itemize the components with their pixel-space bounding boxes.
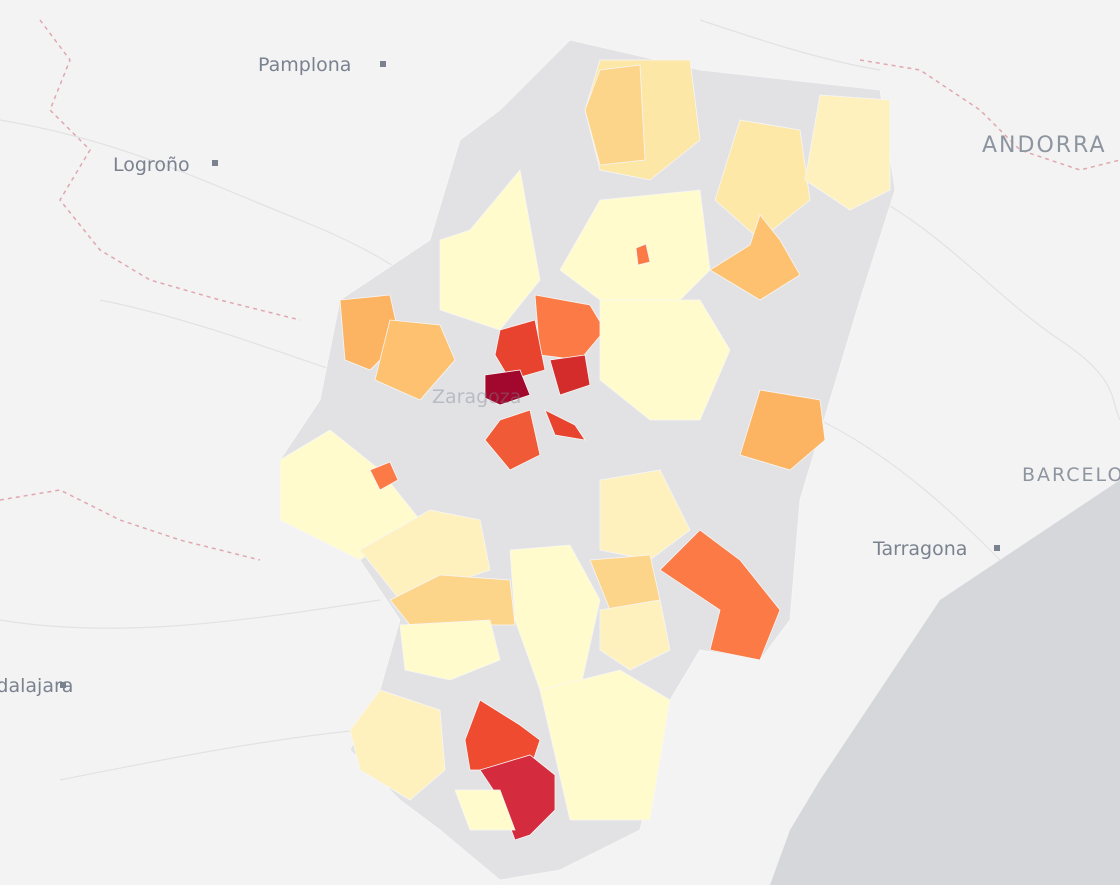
- region: [584, 64, 646, 166]
- region: [709, 214, 801, 301]
- region: [484, 369, 531, 406]
- region: [714, 119, 811, 241]
- sea: [770, 480, 1120, 885]
- city-label: BARCELONA: [1022, 464, 1120, 486]
- region: [739, 389, 826, 471]
- region: [599, 469, 691, 561]
- region: [544, 409, 586, 441]
- aragon-regions: [279, 39, 896, 881]
- region: [635, 243, 651, 266]
- region: [599, 599, 671, 671]
- city-label: Guadalajara: [0, 675, 73, 697]
- region: [454, 789, 516, 831]
- region: [549, 354, 591, 396]
- region: [804, 94, 891, 211]
- region: [374, 319, 456, 401]
- region: [464, 699, 541, 771]
- region: [494, 319, 546, 381]
- city-label: Logroño: [113, 154, 190, 176]
- region: [659, 529, 781, 661]
- region: [484, 409, 541, 471]
- city-label: Zaragoza: [432, 386, 521, 408]
- city-label: Pamplona: [258, 54, 351, 76]
- city-markers: [60, 61, 1000, 688]
- region: [389, 574, 516, 626]
- country-label: ANDORRA: [982, 133, 1107, 158]
- region: [349, 689, 446, 801]
- region: [399, 619, 501, 681]
- region: [599, 299, 731, 421]
- borders: [0, 19, 1120, 561]
- region: [369, 461, 399, 491]
- city-label: Tarragona: [872, 538, 967, 560]
- region: [539, 669, 671, 821]
